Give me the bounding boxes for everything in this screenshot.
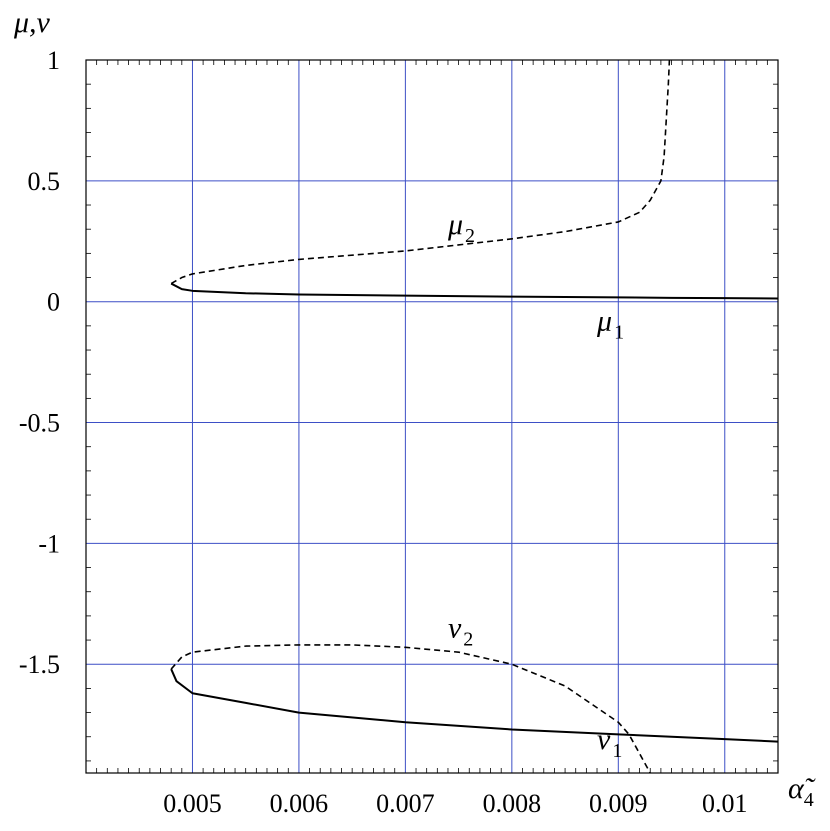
x-tick-label-0: 0.005 — [163, 789, 222, 818]
y-tick-label-5: -1.5 — [19, 650, 60, 679]
y-tick-label-2: 0 — [47, 288, 60, 317]
curve-label-sub-2: 1 — [612, 740, 622, 762]
y-tick-label-0: 1 — [47, 46, 60, 75]
series-line-1-0 — [170, 282, 779, 300]
series-group — [170, 59, 779, 774]
curve-label-name-3: ν — [448, 612, 462, 645]
series-line-2-1 — [170, 59, 671, 285]
minor-ticks — [86, 60, 779, 773]
y-tick-label-3: -0.5 — [19, 409, 60, 438]
series-line-1-2 — [170, 668, 779, 743]
curve-label-name-2: ν — [597, 723, 611, 756]
curve-labels: μ 1μ 2ν 1ν 2 — [447, 208, 624, 762]
grid-lines — [86, 59, 778, 773]
curve-label-sub-0: 1 — [614, 322, 624, 344]
curve-label-name-1: μ — [447, 208, 463, 241]
x-tick-label-2: 0.007 — [376, 789, 435, 818]
plot-frame — [85, 59, 779, 774]
x-tick-labels: 0.005 0.006 0.007 0.008 0.009 0.01 — [163, 789, 747, 818]
x-tick-label-5: 0.01 — [702, 789, 748, 818]
x-tick-label-3: 0.008 — [483, 789, 542, 818]
x-tick-label-1: 0.006 — [270, 789, 329, 818]
series-line-2-3 — [170, 644, 651, 774]
y-tick-labels: 1 0.5 0 -0.5 -1 -1.5 — [19, 46, 60, 679]
curve-label-sub-3: 2 — [463, 629, 473, 651]
curve-label-name-0: μ — [596, 305, 612, 338]
x-tick-label-4: 0.009 — [589, 789, 648, 818]
curve-label-sub-1: 2 — [465, 225, 475, 247]
y-axis-label: μ,ν — [13, 6, 51, 39]
y-tick-label-1: 0.5 — [28, 167, 61, 196]
y-tick-label-4: -1 — [38, 529, 60, 558]
x-axis-label: α̃4 — [788, 772, 816, 811]
